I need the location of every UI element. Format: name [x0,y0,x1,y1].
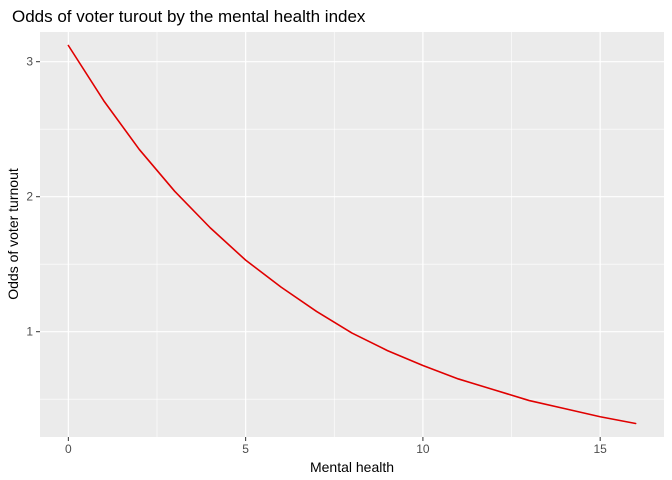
y-tick-label: 1 [26,325,33,339]
x-tick-label: 15 [594,442,608,456]
x-tick-label: 5 [242,442,249,456]
grid-major [40,32,664,437]
x-axis-title: Mental health [310,459,394,475]
series-line [67,44,637,425]
x-tick-label: 10 [416,442,430,456]
y-tick-label: 3 [26,55,33,69]
ticks-layer: 0 5 10 15 1 2 3 [26,55,607,456]
chart-title: Odds of voter turout by the mental healt… [12,7,366,26]
series-layer [67,44,637,425]
x-tick-label: 0 [65,442,72,456]
plot-panel [40,32,664,437]
grid-minor [40,32,664,437]
y-tick-label: 2 [26,190,33,204]
y-axis-title: Odds of voter turnout [5,168,21,300]
